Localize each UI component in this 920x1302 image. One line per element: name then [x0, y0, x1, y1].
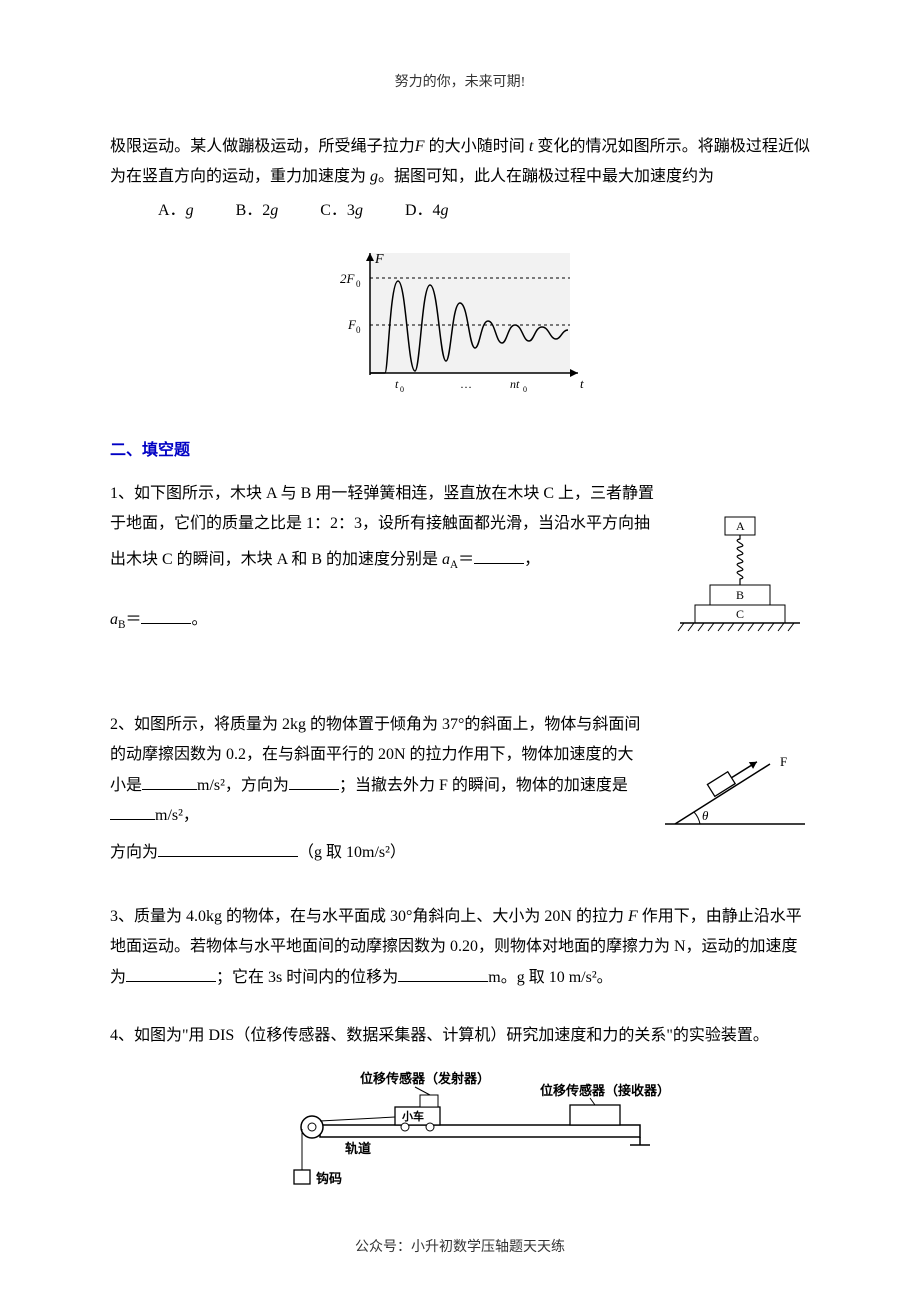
q2-u1: m/s²，方向为: [197, 777, 289, 794]
intro-b: 的大小随时间: [429, 138, 529, 155]
q3-d: m。g 取 10 m/s²。: [488, 969, 612, 986]
q4-diagram: 位移传感器（发射器） 位移传感器（接收器） 小车 钩码: [110, 1065, 810, 1206]
svg-text:钩码: 钩码: [316, 1171, 342, 1186]
opt-d-g: g: [441, 202, 449, 219]
svg-text:F: F: [780, 754, 787, 769]
svg-text:A: A: [736, 519, 745, 533]
q3-F: F: [628, 908, 638, 925]
opt-c-g: g: [355, 202, 363, 219]
q1-aA: a: [442, 551, 450, 568]
option-c: C．3g: [320, 196, 363, 226]
svg-text:0: 0: [400, 385, 404, 394]
intro-a: 极限运动。某人做蹦极运动，所受绳子拉力: [110, 138, 415, 155]
q1-blank1: [474, 548, 524, 564]
time-var: t: [529, 138, 533, 155]
q3-c: ；它在 3s 时间内的位移为: [216, 969, 398, 986]
svg-text:…: …: [460, 377, 472, 391]
svg-text:t: t: [580, 376, 584, 391]
q1-aB: a: [110, 611, 118, 628]
q3-text: 3、质量为 4.0kg 的物体，在与水平面成 30°角斜向上、大小为 20N 的…: [110, 902, 810, 993]
q1-l2b: ＝: [458, 551, 474, 568]
intro-paragraph: 极限运动。某人做蹦极运动，所受绳子拉力F 的大小随时间 t 变化的情况如图所示。…: [110, 132, 810, 193]
opt-b-label: B．2: [236, 202, 271, 219]
force-var: F: [415, 138, 425, 155]
q2-diagram: θ F: [660, 750, 810, 851]
page-footer: 公众号：小升初数学压轴题天天练: [0, 1235, 920, 1262]
q1-aA-sub: A: [450, 560, 458, 572]
q2-blank3: [110, 804, 155, 820]
q2-blank1: [142, 774, 197, 790]
svg-text:0: 0: [356, 325, 361, 335]
q2-u2: m/s²，: [155, 807, 199, 824]
option-b: B．2g: [236, 196, 279, 226]
svg-text:B: B: [736, 588, 744, 602]
g-var: g: [370, 168, 378, 185]
q1-l3b: ＝: [125, 611, 141, 628]
section-2-title: 二、填空题: [110, 436, 810, 466]
q1-l2c: ，: [524, 551, 540, 568]
svg-text:t: t: [395, 377, 399, 391]
q1-l3c: 。: [191, 611, 207, 628]
opt-a-g: g: [186, 202, 194, 219]
svg-text:2F: 2F: [340, 271, 356, 286]
q1-blank2: [141, 608, 191, 624]
svg-text:轨道: 轨道: [345, 1141, 371, 1156]
opt-a-label: A．: [158, 202, 186, 219]
opt-b-g: g: [270, 202, 278, 219]
svg-text:位移传感器（发射器）: 位移传感器（发射器）: [360, 1071, 490, 1086]
q4-text: 4、如图为"用 DIS（位移传感器、数据采集器、计算机）研究加速度和力的关系"的…: [110, 1021, 810, 1051]
question-3: 3、质量为 4.0kg 的物体，在与水平面成 30°角斜向上、大小为 20N 的…: [110, 902, 810, 993]
q1-diagram: A B C: [670, 509, 810, 670]
options-row: A．g B．2g C．3g D．4g: [110, 196, 810, 226]
q2-l3b: （g 取 10m/s²）: [298, 844, 406, 861]
page-header: 努力的你，未来可期!: [110, 70, 810, 97]
svg-text:小车: 小车: [401, 1109, 424, 1123]
q1-l2a: 出木块 C 的瞬间，木块 A 和 B 的加速度分别是: [110, 551, 442, 568]
svg-text:θ: θ: [702, 808, 709, 823]
question-1: A B C: [110, 479, 810, 670]
q2-blank2: [289, 774, 339, 790]
opt-d-label: D．4: [405, 202, 441, 219]
intro-d: 。据图可知，此人在蹦极过程中最大加速度约为: [378, 168, 714, 185]
q3-a: 3、质量为 4.0kg 的物体，在与水平面成 30°角斜向上、大小为 20N 的…: [110, 908, 628, 925]
svg-text:位移传感器（接收器）: 位移传感器（接收器）: [540, 1083, 670, 1098]
q3-blank1: [126, 966, 216, 982]
option-d: D．4g: [405, 196, 449, 226]
question-4: 4、如图为"用 DIS（位移传感器、数据采集器、计算机）研究加速度和力的关系"的…: [110, 1021, 810, 1207]
svg-text:C: C: [736, 607, 744, 621]
svg-text:0: 0: [356, 279, 361, 289]
svg-text:nt: nt: [510, 377, 520, 391]
svg-text:F: F: [374, 252, 384, 267]
option-a: A．g: [158, 196, 194, 226]
q3-blank2: [398, 966, 488, 982]
question-2: θ F 2、如图所示，将质量为 2kg 的物体置于倾角为 37°的斜面上，物体与…: [110, 710, 810, 874]
force-time-chart: 2F0 F0 F t0 … nt0 t: [110, 243, 810, 414]
q2-l3a: 方向为: [110, 844, 158, 861]
q2-blank4: [158, 841, 298, 857]
q2-semi: ；当撤去外力 F 的瞬间，物体的加速度是: [339, 777, 628, 794]
opt-c-label: C．3: [320, 202, 355, 219]
svg-text:0: 0: [523, 385, 527, 394]
